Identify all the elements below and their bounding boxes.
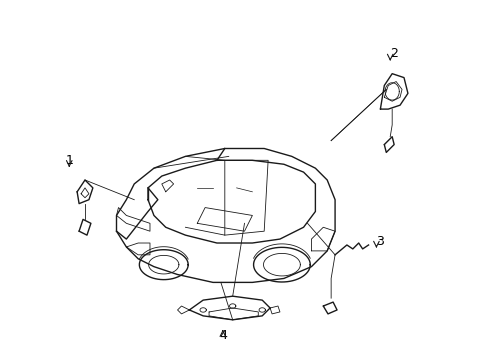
Text: 2: 2 — [389, 48, 397, 60]
Text: 4: 4 — [219, 329, 226, 342]
Text: 1: 1 — [65, 154, 73, 167]
Text: 3: 3 — [376, 235, 384, 248]
